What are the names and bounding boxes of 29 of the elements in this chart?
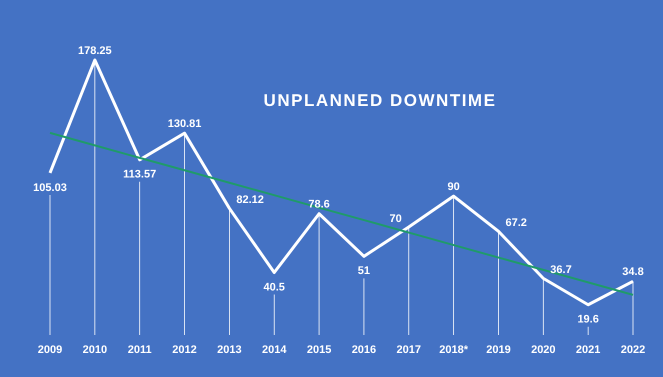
x-tick-label: 2020 <box>531 344 556 356</box>
x-tick-label: 2021 <box>576 344 600 356</box>
x-tick-label: 2017 <box>396 344 422 356</box>
x-tick-label: 2014 <box>262 344 288 356</box>
data-label: 78.6 <box>308 198 330 211</box>
text: UNPLANNED DOWNTIME <box>264 91 496 110</box>
x-tick-label: 2022 <box>620 344 646 356</box>
x-tick-label: 2011 <box>128 344 152 356</box>
data-label: 67.2 <box>505 217 527 230</box>
data-label: 34.8 <box>622 266 644 278</box>
data-label: 51 <box>358 265 370 278</box>
data-label: 178.25 <box>78 44 112 57</box>
data-label: 70 <box>390 212 402 225</box>
x-tick-label: 2016 <box>352 344 376 356</box>
x-tick-label: 2012 <box>172 344 197 356</box>
data-label: 130.81 <box>168 118 202 130</box>
x-tick-label: 2009 <box>38 344 62 356</box>
x-tick-label: 2018* <box>439 344 469 356</box>
data-label: 36.7 <box>550 264 572 276</box>
data-label: 90 <box>447 181 460 193</box>
x-tick-label: 2019 <box>486 344 511 356</box>
data-label: 82.12 <box>236 194 264 206</box>
x-tick-label: 2015 <box>306 344 332 356</box>
data-label: 105.03 <box>33 182 67 194</box>
x-tick-label: 2010 <box>82 344 108 356</box>
data-label: 40.5 <box>264 281 285 294</box>
data-label: 19.6 <box>577 314 599 326</box>
data-label: 113.57 <box>123 168 156 181</box>
x-tick-label: 2013 <box>217 344 242 356</box>
